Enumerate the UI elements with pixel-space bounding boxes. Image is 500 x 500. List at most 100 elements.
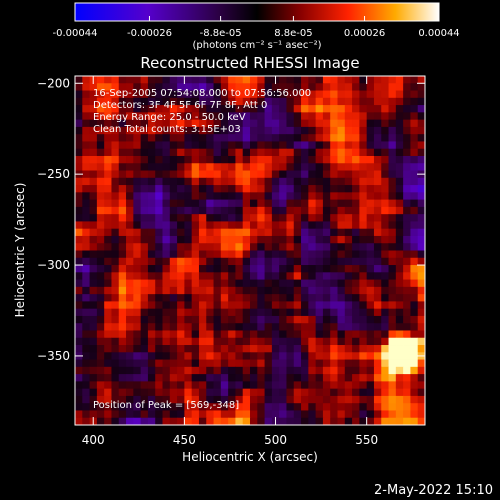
- heatmap-cell: [286, 395, 295, 404]
- heatmap-cell: [104, 177, 112, 186]
- heatmap-cell: [220, 265, 229, 273]
- heatmap-cell: [118, 126, 127, 135]
- heatmap-cell: [118, 301, 127, 310]
- heatmap-cell: [286, 214, 295, 222]
- heatmap-cell: [388, 83, 397, 91]
- heatmap-cell: [75, 228, 83, 237]
- heatmap-cell: [213, 257, 222, 266]
- heatmap-cell: [352, 206, 360, 215]
- heatmap-cell: [191, 294, 200, 302]
- heatmap-cell: [82, 352, 90, 360]
- heatmap-cell: [155, 141, 163, 150]
- heatmap-cell: [271, 381, 280, 390]
- heatmap-cell: [198, 243, 207, 251]
- heatmap-cell: [395, 243, 404, 251]
- heatmap-cell: [206, 250, 214, 259]
- heatmap-cell: [264, 381, 273, 390]
- heatmap-cell: [279, 177, 287, 186]
- heatmap-cell: [162, 257, 171, 266]
- heatmap-cell: [395, 345, 404, 353]
- heatmap-cell: [242, 352, 251, 360]
- heatmap-cell: [279, 381, 287, 390]
- heatmap-cell: [147, 250, 156, 259]
- heatmap-cell: [118, 395, 127, 404]
- heatmap-cell: [308, 272, 317, 280]
- heatmap-cell: [220, 170, 229, 179]
- heatmap-cell: [337, 381, 346, 390]
- heatmap-cell: [82, 141, 90, 150]
- heatmap-cell: [301, 257, 309, 266]
- heatmap-cell: [191, 76, 200, 84]
- heatmap-cell: [322, 185, 331, 193]
- heatmap-cell: [286, 337, 295, 346]
- heatmap-cell: [388, 403, 397, 411]
- heatmap-cell: [162, 119, 171, 128]
- heatmap-cell: [126, 374, 134, 382]
- heatmap-cell: [242, 374, 251, 382]
- heatmap-cell: [257, 366, 265, 375]
- heatmap-cell: [322, 126, 331, 135]
- heatmap-cell: [264, 228, 273, 237]
- heatmap-cell: [286, 257, 295, 266]
- heatmap-cell: [373, 410, 382, 419]
- heatmap-cell: [155, 243, 163, 251]
- heatmap-cell: [104, 155, 112, 164]
- heatmap-cell: [373, 105, 382, 113]
- heatmap-cell: [366, 90, 375, 99]
- heatmap-cell: [133, 366, 142, 375]
- heatmap-cell: [359, 126, 368, 135]
- heatmap-cell: [279, 199, 287, 208]
- heatmap-cell: [104, 403, 112, 411]
- heatmap-cell: [344, 388, 353, 397]
- heatmap-cell: [359, 250, 368, 259]
- heatmap-cell: [250, 272, 258, 280]
- heatmap-cell: [133, 410, 142, 419]
- heatmap-cell: [133, 155, 142, 164]
- heatmap-cell: [155, 337, 163, 346]
- heatmap-cell: [206, 410, 214, 419]
- heatmap-cell: [220, 352, 229, 360]
- colorbar-units-label: (photons cm⁻² s⁻¹ asec⁻²): [192, 40, 321, 51]
- heatmap-cell: [82, 235, 90, 244]
- heatmap-cell: [191, 345, 200, 353]
- heatmap-cell: [75, 337, 83, 346]
- heatmap-cell: [373, 337, 382, 346]
- heatmap-cell: [264, 294, 273, 302]
- heatmap-cell: [140, 90, 149, 99]
- colorbar-ticks: -0.00044 -0.00026 -8.8e-05 8.8e-05 0.00026 0.…: [53, 16, 460, 39]
- heatmap-cell: [337, 97, 346, 106]
- heatmap-cell: [82, 206, 90, 215]
- heatmap-cell: [75, 177, 83, 186]
- heatmap-cell: [169, 141, 178, 150]
- heatmap-cell: [352, 155, 360, 164]
- heatmap-cell: [352, 301, 360, 310]
- heatmap-cell: [322, 141, 331, 150]
- heatmap-cell: [264, 286, 273, 295]
- heatmap-cell: [271, 330, 280, 339]
- heatmap-cell: [177, 119, 185, 128]
- heatmap-cell: [403, 417, 411, 425]
- heatmap-cell: [250, 119, 258, 128]
- heatmap-cell: [403, 272, 411, 280]
- heatmap-cell: [96, 97, 105, 106]
- heatmap-cell: [395, 337, 404, 346]
- heatmap-cell: [140, 374, 149, 382]
- heatmap-cell: [344, 163, 353, 171]
- heatmap-cell: [417, 141, 425, 150]
- heatmap-cell: [147, 83, 156, 91]
- heatmap-cell: [162, 126, 171, 135]
- heatmap-cell: [417, 315, 425, 324]
- heatmap-cell: [279, 410, 287, 419]
- heatmap-cell: [169, 177, 178, 186]
- heatmap-cell: [75, 192, 83, 200]
- heatmap-cell: [286, 192, 295, 200]
- heatmap-cell: [315, 286, 324, 295]
- heatmap-cell: [250, 337, 258, 346]
- heatmap-cell: [366, 294, 375, 302]
- heatmap-cell: [155, 315, 163, 324]
- heatmap-cell: [82, 345, 90, 353]
- heatmap-cell: [147, 214, 156, 222]
- heatmap-cell: [228, 214, 236, 222]
- heatmap-cell: [184, 381, 193, 390]
- heatmap-cell: [366, 257, 375, 266]
